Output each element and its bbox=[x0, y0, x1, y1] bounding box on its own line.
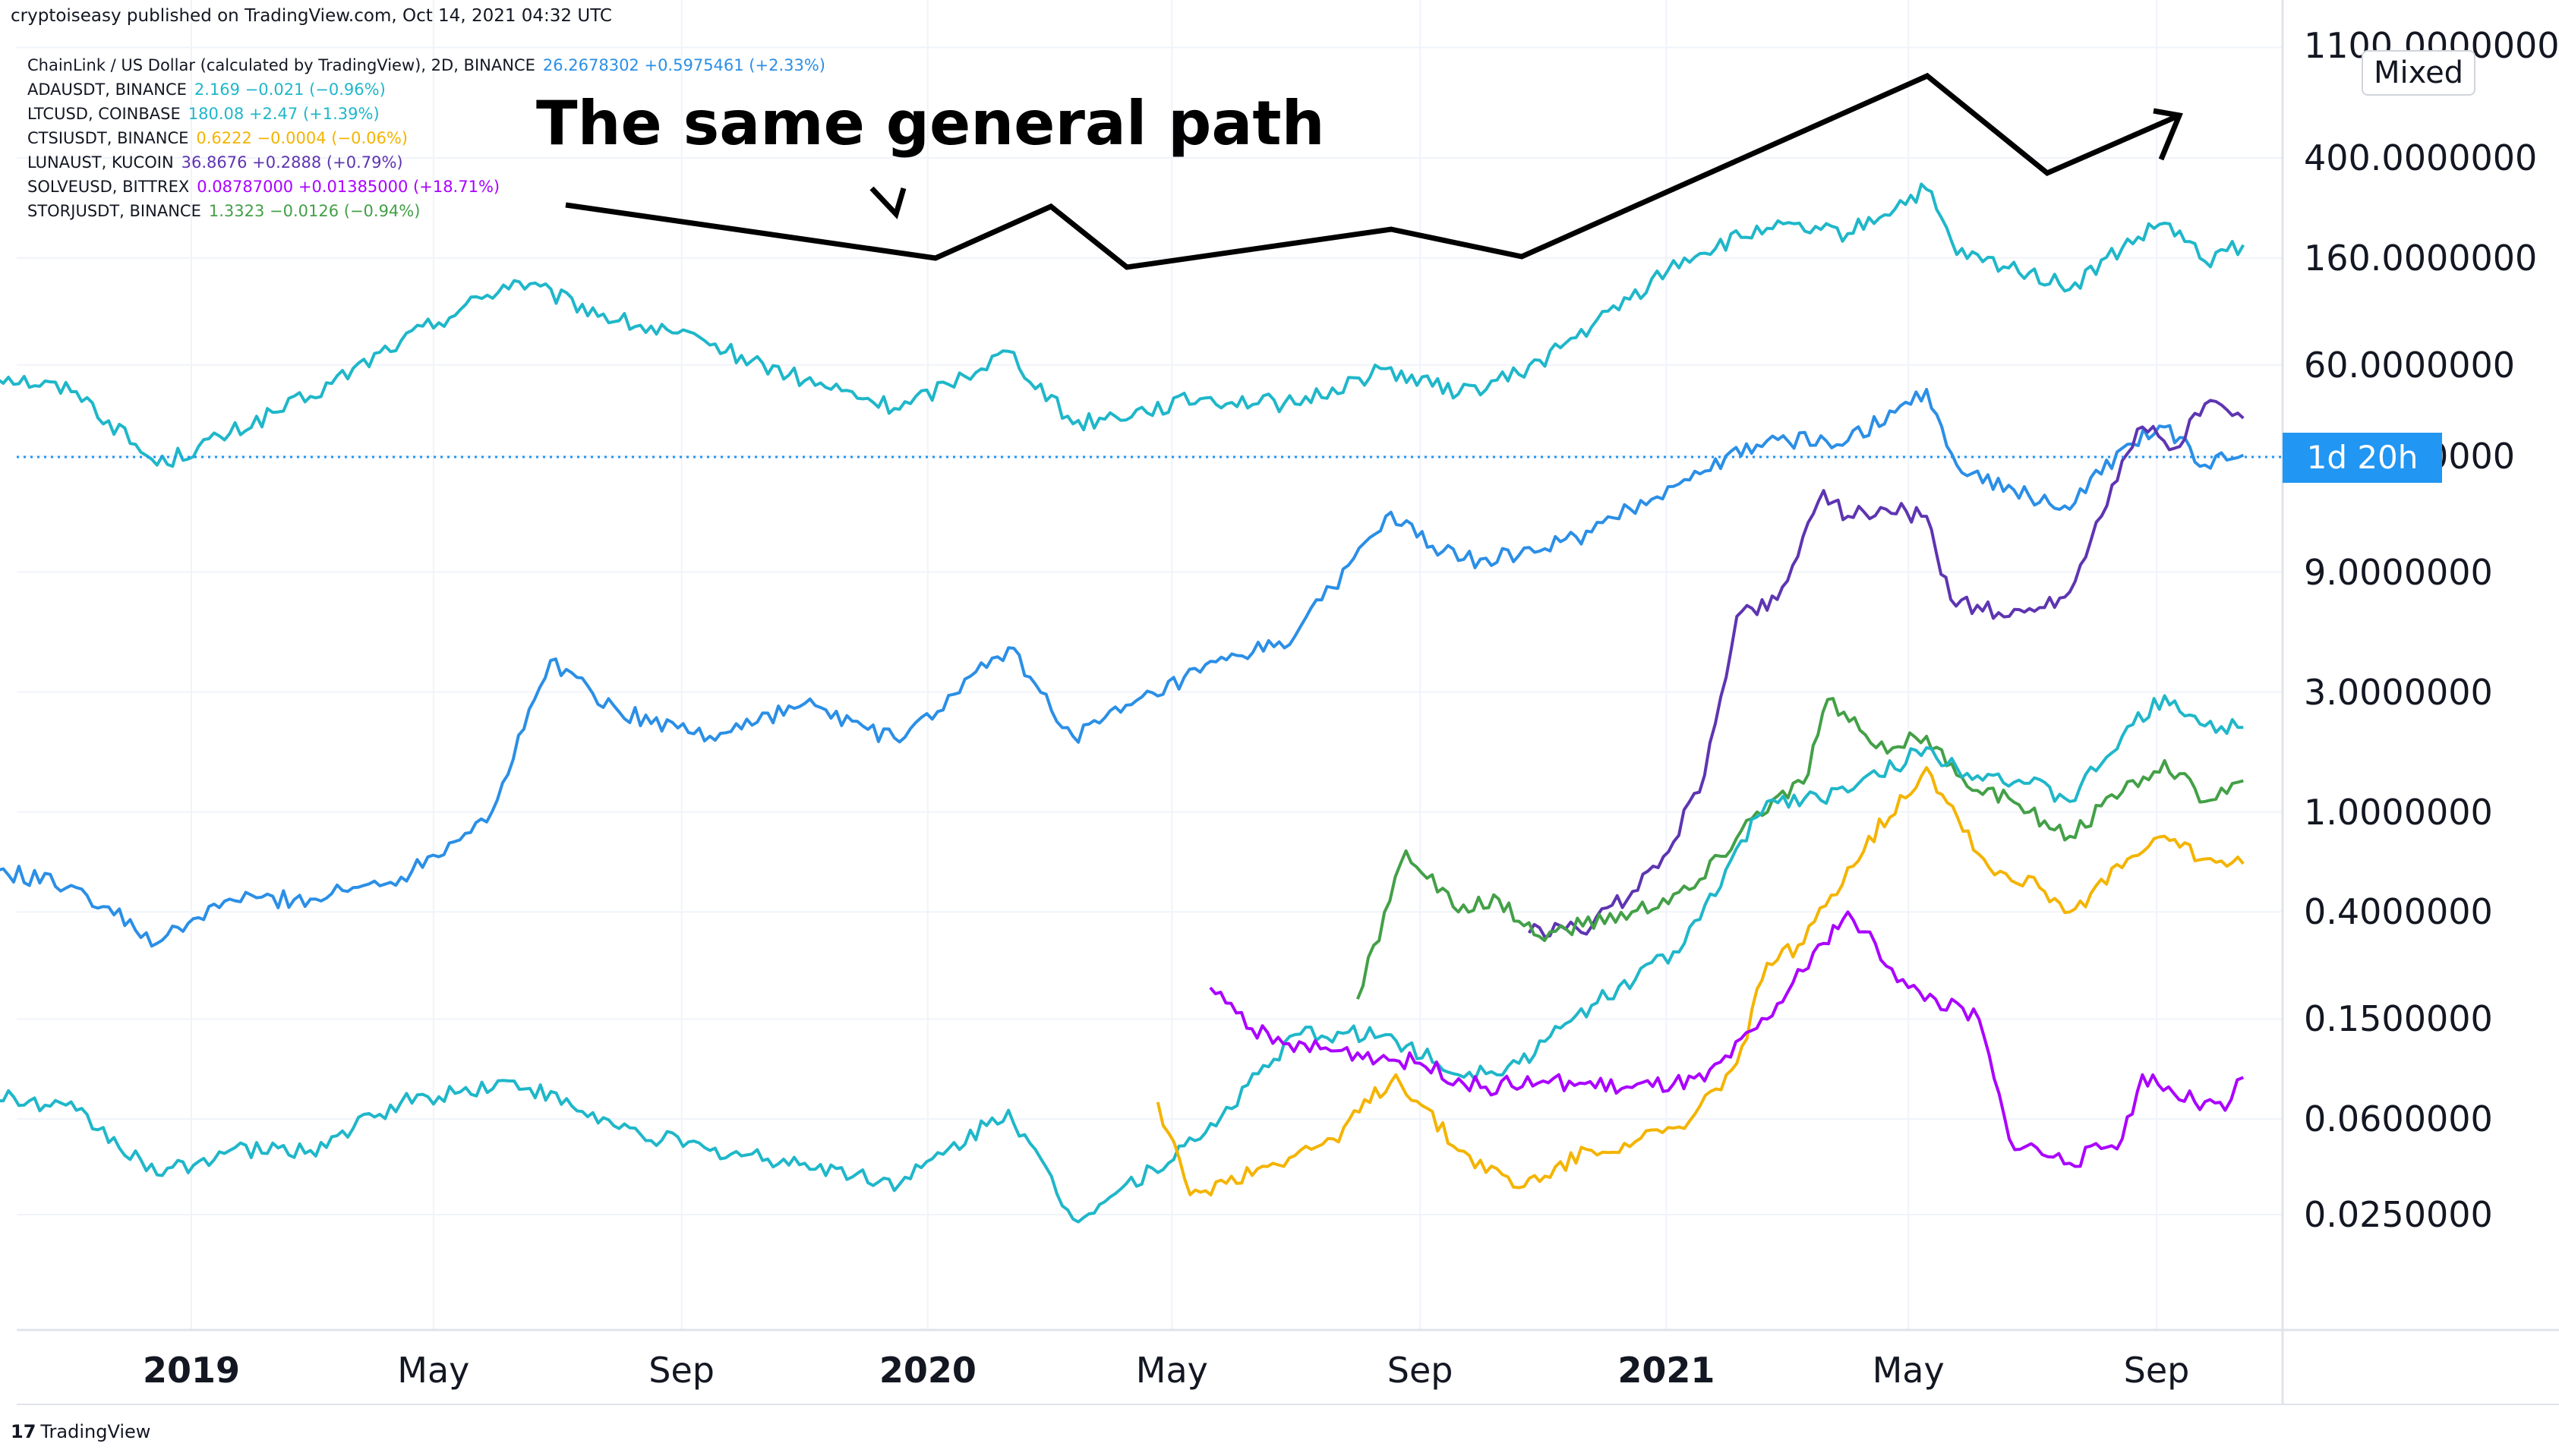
legend-series-name: STORJUSDT, BINANCE bbox=[27, 202, 201, 220]
price-axis-label: 3.0000000 bbox=[2304, 671, 2493, 713]
scale-mode-badge[interactable]: Mixed bbox=[2362, 50, 2476, 96]
price-axis-label: 1.0000000 bbox=[2304, 791, 2493, 833]
legend-series-values: 1.3323 −0.0126 (−0.94%) bbox=[208, 202, 421, 220]
price-axis-label: 0.0250000 bbox=[2304, 1194, 2493, 1235]
legend-row[interactable]: LTCUSD, COINBASE 180.08 +2.47 (+1.39%) bbox=[27, 102, 825, 126]
tradingview-brand: TradingView bbox=[40, 1421, 151, 1442]
price-axis-label: 0.4000000 bbox=[2304, 891, 2493, 933]
price-axis-label: 60.0000000 bbox=[2304, 344, 2516, 386]
legend-row[interactable]: ADAUSDT, BINANCE 2.169 −0.021 (−0.96%) bbox=[27, 77, 825, 102]
publisher-header: cryptoiseasy published on TradingView.co… bbox=[11, 6, 612, 26]
time-axis-label: 2020 bbox=[879, 1350, 977, 1391]
price-axis-label: 160.0000000 bbox=[2304, 237, 2538, 279]
time-axis-label: May bbox=[1135, 1350, 1208, 1391]
legend-series-name: LUNAUST, KUCOIN bbox=[27, 153, 174, 172]
price-axis-label: 0.0600000 bbox=[2304, 1098, 2493, 1140]
legend-series-name: ChainLink / US Dollar (calculated by Tra… bbox=[27, 56, 535, 74]
series-line-6[interactable] bbox=[1156, 766, 2245, 1197]
series-line-4[interactable] bbox=[1355, 697, 2244, 1000]
legend-series-values: 0.08787000 +0.01385000 (+18.71%) bbox=[197, 178, 500, 196]
price-axis-label: 400.0000000 bbox=[2304, 137, 2538, 178]
legend-series-name: SOLVEUSD, BITTREX bbox=[27, 178, 190, 196]
time-axis-label: Sep bbox=[648, 1350, 715, 1391]
tradingview-footer[interactable]: 17 TradingView bbox=[11, 1421, 150, 1442]
chart-grid bbox=[17, 0, 2283, 1330]
annotation-arrow bbox=[565, 72, 2183, 270]
series-line-3[interactable] bbox=[1527, 399, 2245, 938]
time-axis-label: Sep bbox=[1387, 1350, 1453, 1391]
legend-row[interactable]: LUNAUST, KUCOIN 36.8676 +0.2888 (+0.79%) bbox=[27, 150, 825, 175]
annotation-text: The same general path bbox=[536, 88, 1325, 159]
time-axis-label: Sep bbox=[2123, 1350, 2190, 1391]
legend-row[interactable]: CTSIUSDT, BINANCE 0.6222 −0.0004 (−0.06%) bbox=[27, 126, 825, 150]
tradingview-logo-icon: 17 bbox=[11, 1421, 36, 1442]
price-axis-label: 9.0000000 bbox=[2304, 551, 2493, 593]
legend-series-values: 180.08 +2.47 (+1.39%) bbox=[188, 105, 380, 123]
series-line-2[interactable] bbox=[0, 387, 2245, 948]
annotation-arrowhead bbox=[2153, 108, 2183, 161]
time-axis-label: 2021 bbox=[1617, 1350, 1715, 1391]
series-line-5[interactable] bbox=[0, 694, 2244, 1224]
series-legend: ChainLink / US Dollar (calculated by Tra… bbox=[27, 53, 825, 223]
legend-series-name: ADAUSDT, BINANCE bbox=[27, 80, 187, 99]
legend-row[interactable]: STORJUSDT, BINANCE 1.3323 −0.0126 (−0.94%… bbox=[27, 199, 825, 223]
annotation-small-arrow bbox=[869, 186, 907, 219]
legend-series-name: LTCUSD, COINBASE bbox=[27, 105, 181, 123]
legend-series-name: CTSIUSDT, BINANCE bbox=[27, 129, 189, 147]
legend-row[interactable]: ChainLink / US Dollar (calculated by Tra… bbox=[27, 53, 825, 77]
series-line-1[interactable] bbox=[0, 182, 2245, 468]
legend-row[interactable]: SOLVEUSD, BITTREX 0.08787000 +0.01385000 … bbox=[27, 175, 825, 199]
price-axis-label: 0.1500000 bbox=[2304, 998, 2493, 1040]
legend-series-values: 26.2678302 +0.5975461 (+2.33%) bbox=[542, 56, 825, 74]
time-axis-label: 2019 bbox=[142, 1350, 241, 1391]
legend-series-values: 2.169 −0.021 (−0.96%) bbox=[194, 80, 386, 99]
annotation-path-line bbox=[565, 72, 2181, 270]
time-axis-label: May bbox=[1872, 1350, 1945, 1391]
series-line-7[interactable] bbox=[1209, 910, 2245, 1168]
bar-countdown-badge: 1d 20h bbox=[2283, 433, 2442, 483]
legend-series-values: 36.8676 +0.2888 (+0.79%) bbox=[181, 153, 403, 172]
legend-series-values: 0.6222 −0.0004 (−0.06%) bbox=[196, 129, 408, 147]
time-axis-label: May bbox=[397, 1350, 470, 1391]
chart-series-layer bbox=[0, 182, 2245, 1224]
